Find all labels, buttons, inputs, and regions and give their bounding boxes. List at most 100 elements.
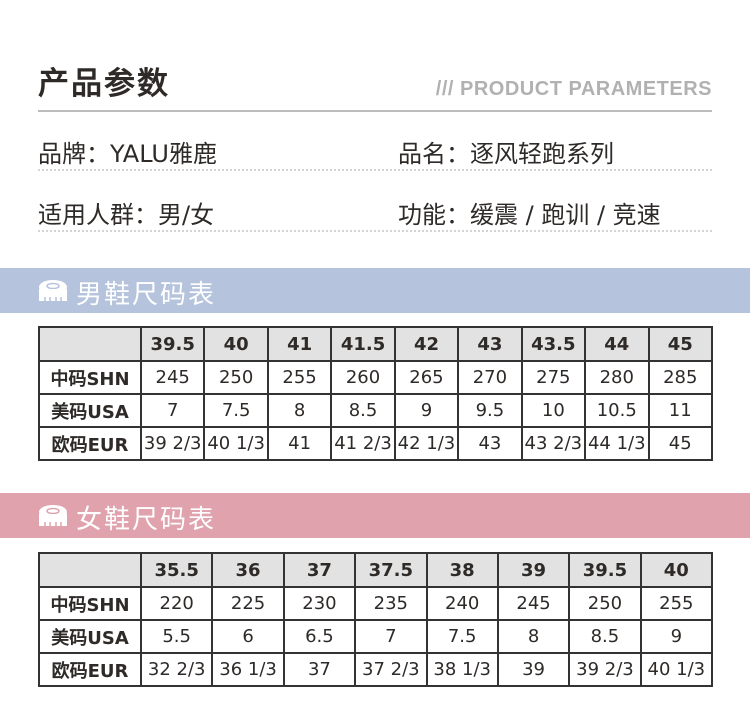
size-cell: 8.5 xyxy=(568,619,642,654)
size-cell: 44 1/3 xyxy=(584,426,650,461)
row-label: 中码SHN xyxy=(38,360,142,395)
size-header-cell: 40 xyxy=(203,326,269,362)
size-cell: 10 xyxy=(520,393,587,428)
size-cell: 37 xyxy=(282,652,357,687)
size-cell: 235 xyxy=(354,586,428,621)
size-cell: 8 xyxy=(266,393,333,428)
table-row: 欧码EUR 32 2/3 36 1/3 37 37 2/3 38 1/3 39 39 2/3 4… xyxy=(38,652,714,687)
men-size-chart-title: 男鞋尺码表 xyxy=(76,280,217,310)
size-cell: 245 xyxy=(496,586,571,621)
empty-corner-cell xyxy=(38,552,142,588)
size-cell: 8.5 xyxy=(330,393,396,428)
audience-info: 适用人群：男/女 xyxy=(38,201,215,229)
size-cell: 230 xyxy=(282,586,357,621)
size-cell: 7 xyxy=(139,393,206,428)
size-header-cell: 45 xyxy=(647,326,713,362)
size-cell: 9 xyxy=(639,619,714,654)
size-cell: 11 xyxy=(647,393,713,428)
table-row: 美码USA 5.5 6 6.5 7 7.5 8 8.5 9 xyxy=(38,619,714,654)
size-cell: 40 1/3 xyxy=(639,652,714,687)
size-cell: 7 xyxy=(354,619,428,654)
men-size-chart-banner: 男鞋尺码表 xyxy=(0,268,750,313)
size-cell: 37 2/3 xyxy=(354,652,428,687)
table-row: 欧码EUR 39 2/3 40 1/3 41 41 2/3 42 1/3 43 43 2/3 4… xyxy=(38,426,713,461)
size-header-row: 39.5 40 41 41.5 42 43 43.5 44 45 xyxy=(38,326,713,362)
row-label: 美码USA xyxy=(38,393,142,428)
size-cell: 245 xyxy=(139,360,206,395)
size-header-cell: 36 xyxy=(211,552,285,588)
size-cell: 250 xyxy=(203,360,269,395)
size-cell: 255 xyxy=(266,360,333,395)
dotted-divider xyxy=(38,169,712,171)
tape-measure-icon xyxy=(39,505,67,526)
size-header-cell: 39 xyxy=(496,552,571,588)
size-header-cell: 39.5 xyxy=(568,552,642,588)
size-cell: 41 xyxy=(266,426,333,461)
size-header-cell: 35.5 xyxy=(139,552,214,588)
table-row: 美码USA 7 7.5 8 8.5 9 9.5 10 10.5 11 xyxy=(38,393,713,428)
size-cell: 43 xyxy=(457,426,523,461)
size-cell: 39 2/3 xyxy=(568,652,642,687)
size-cell: 265 xyxy=(393,360,460,395)
size-cell: 39 2/3 xyxy=(139,426,206,461)
size-cell: 43 2/3 xyxy=(520,426,587,461)
size-cell: 285 xyxy=(647,360,713,395)
size-cell: 7.5 xyxy=(425,619,499,654)
page-subtitle: /// PRODUCT PARAMETERS xyxy=(435,78,712,100)
women-size-chart-banner: 女鞋尺码表 xyxy=(0,493,750,538)
size-cell: 255 xyxy=(639,586,714,621)
women-size-table: 35.5 36 37 37.5 38 39 39.5 40 中码SHN 220 225 230 235 2… xyxy=(38,552,714,687)
size-cell: 6 xyxy=(211,619,285,654)
size-cell: 240 xyxy=(425,586,499,621)
size-cell: 39 xyxy=(496,652,571,687)
size-cell: 38 1/3 xyxy=(425,652,499,687)
size-cell: 9 xyxy=(393,393,460,428)
size-header-cell: 43.5 xyxy=(520,326,587,362)
function-info: 功能：缓震 / 跑训 / 竞速 xyxy=(398,201,661,229)
row-label: 中码SHN xyxy=(38,586,142,621)
size-cell: 220 xyxy=(139,586,214,621)
size-header-cell: 41.5 xyxy=(330,326,396,362)
size-cell: 280 xyxy=(584,360,650,395)
size-header-cell: 38 xyxy=(425,552,499,588)
empty-corner-cell xyxy=(38,326,142,362)
size-cell: 275 xyxy=(520,360,587,395)
size-cell: 45 xyxy=(647,426,713,461)
size-header-cell: 40 xyxy=(639,552,714,588)
size-cell: 9.5 xyxy=(457,393,523,428)
size-header-cell: 37 xyxy=(282,552,357,588)
page-title: 产品参数 xyxy=(38,66,170,102)
size-cell: 8 xyxy=(496,619,571,654)
row-label: 欧码EUR xyxy=(38,652,142,687)
size-cell: 36 1/3 xyxy=(211,652,285,687)
size-header-row: 35.5 36 37 37.5 38 39 39.5 40 xyxy=(38,552,714,588)
size-header-cell: 43 xyxy=(457,326,523,362)
men-size-table: 39.5 40 41 41.5 42 43 43.5 44 45 中码SHN 245 250 255 26… xyxy=(38,326,713,461)
size-cell: 225 xyxy=(211,586,285,621)
size-header-cell: 39.5 xyxy=(139,326,206,362)
brand-info: 品牌：YALU雅鹿 xyxy=(38,140,217,168)
size-cell: 270 xyxy=(457,360,523,395)
size-cell: 7.5 xyxy=(203,393,269,428)
size-cell: 6.5 xyxy=(282,619,357,654)
women-size-chart-title: 女鞋尺码表 xyxy=(76,505,217,535)
size-header-cell: 37.5 xyxy=(354,552,428,588)
size-cell: 250 xyxy=(568,586,642,621)
size-cell: 42 1/3 xyxy=(393,426,460,461)
size-cell: 260 xyxy=(330,360,396,395)
product-name-info: 品名：逐风轻跑系列 xyxy=(398,140,614,168)
size-cell: 40 1/3 xyxy=(203,426,269,461)
size-cell: 41 2/3 xyxy=(330,426,396,461)
row-label: 欧码EUR xyxy=(38,426,142,461)
size-cell: 5.5 xyxy=(139,619,214,654)
size-cell: 10.5 xyxy=(584,393,650,428)
size-header-cell: 44 xyxy=(584,326,650,362)
header-divider xyxy=(38,110,712,112)
size-header-cell: 42 xyxy=(393,326,460,362)
size-header-cell: 41 xyxy=(266,326,333,362)
size-cell: 32 2/3 xyxy=(139,652,214,687)
table-row: 中码SHN 220 225 230 235 240 245 250 255 xyxy=(38,586,714,621)
table-row: 中码SHN 245 250 255 260 265 270 275 280 285 xyxy=(38,360,713,395)
tape-measure-icon xyxy=(39,280,67,301)
